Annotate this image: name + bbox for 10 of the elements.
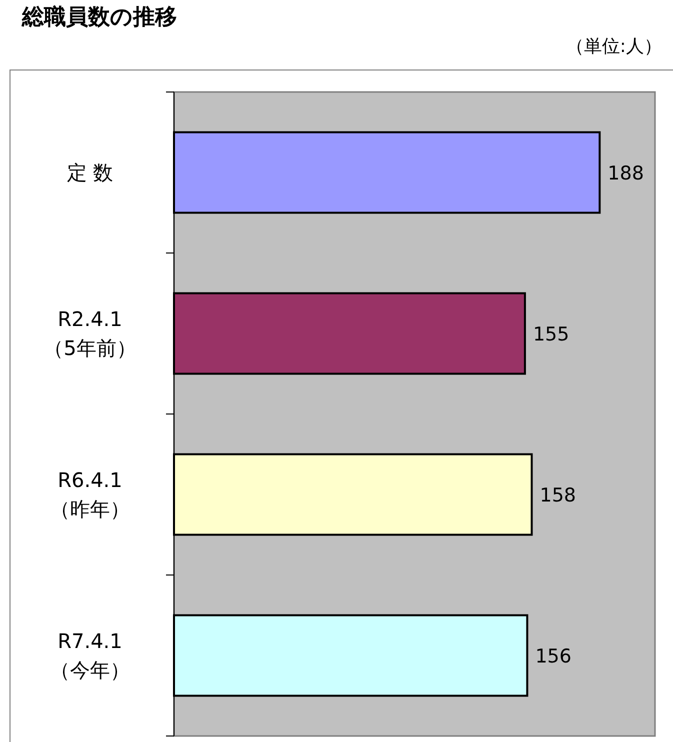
data-label: 156 (535, 646, 572, 668)
y-tick-label: R7.4.1 （今年） (50, 629, 130, 682)
data-label: 158 (540, 484, 576, 506)
data-label: 155 (532, 324, 570, 346)
data-label: 188 (608, 162, 644, 184)
y-tick-label: R6.4.1 （昨年） (50, 468, 130, 521)
text: （単位:人） (566, 36, 662, 57)
y-tick-label: 定 数 (66, 160, 114, 184)
chart-title: 総職員数の推移 (21, 5, 177, 30)
y-tick-label: R2.4.1 （5年前） (44, 307, 136, 360)
